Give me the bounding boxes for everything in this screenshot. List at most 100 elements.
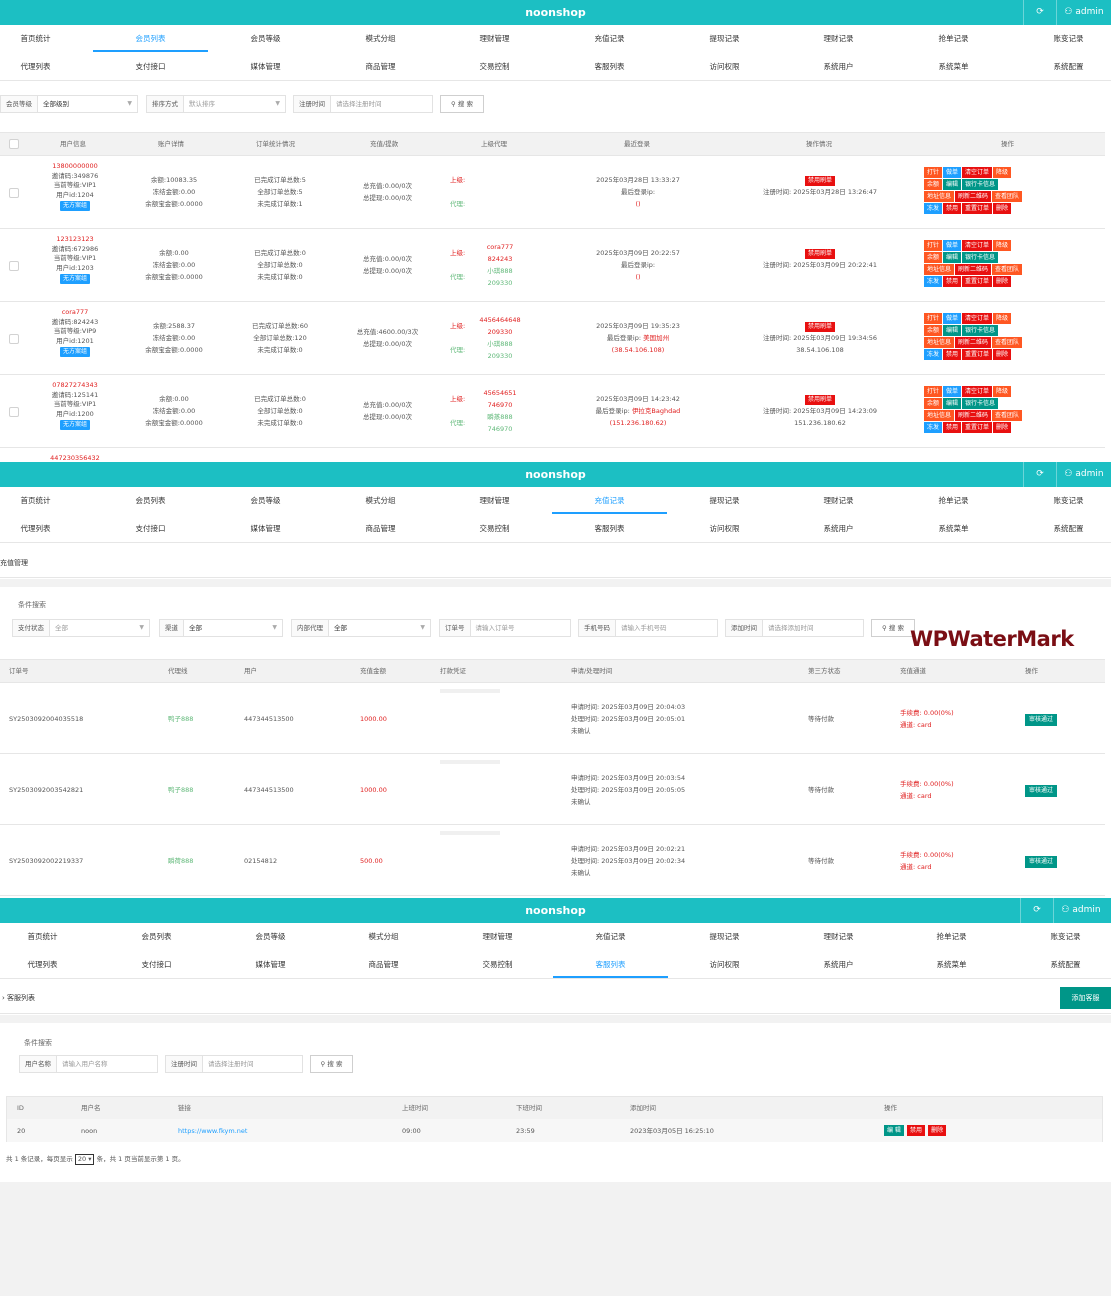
action-button[interactable]: 清空订单: [962, 240, 993, 251]
action-button[interactable]: 刷新二维码: [955, 410, 992, 421]
nav-item[interactable]: 交易控制: [479, 62, 510, 71]
nav-item-active[interactable]: 会员列表: [93, 25, 208, 53]
page-size-select[interactable]: 20 ▾: [74, 1154, 95, 1165]
admin-menu[interactable]: ⚇ admin: [1053, 898, 1108, 923]
nav-item[interactable]: 商品管理: [368, 960, 399, 969]
nav-item[interactable]: 提现记录: [709, 932, 740, 941]
disable-order-badge[interactable]: 禁用刷单: [804, 249, 835, 259]
refresh-icon[interactable]: ⟳: [1020, 898, 1053, 923]
search-button[interactable]: ⚲ 搜 索: [310, 1055, 353, 1073]
nav-item[interactable]: 媒体管理: [250, 524, 281, 533]
nav-item[interactable]: 会员等级: [250, 496, 281, 505]
row-checkbox[interactable]: [9, 261, 19, 271]
action-button[interactable]: 冻发: [924, 349, 943, 360]
nav-item[interactable]: 访问权限: [709, 62, 740, 71]
nav-item[interactable]: 会员列表: [141, 932, 172, 941]
proof-image[interactable]: [440, 760, 500, 764]
action-button[interactable]: 银行卡信息: [962, 398, 999, 409]
level-select[interactable]: 会员等级 全部级别 ▼: [0, 95, 138, 113]
nav-item[interactable]: 抢单记录: [938, 496, 969, 505]
select-all-checkbox[interactable]: [9, 139, 19, 149]
nav-item[interactable]: 交易控制: [482, 960, 513, 969]
action-button[interactable]: 重置订单: [962, 422, 993, 433]
nav-item-active[interactable]: 客服列表: [553, 951, 668, 979]
action-button[interactable]: 做单: [943, 313, 962, 324]
action-button[interactable]: 禁用: [943, 203, 962, 214]
action-button[interactable]: 做单: [943, 386, 962, 397]
action-button[interactable]: 清空订单: [962, 313, 993, 324]
nav-item[interactable]: 代理列表: [20, 62, 51, 71]
action-button[interactable]: 冻发: [924, 276, 943, 287]
action-button[interactable]: 刷新二维码: [955, 264, 992, 275]
nav-item[interactable]: 交易控制: [479, 524, 510, 533]
nav-item[interactable]: 充值记录: [595, 932, 626, 941]
nav-item[interactable]: 账变记录: [1053, 496, 1084, 505]
nav-item[interactable]: 代理列表: [27, 960, 58, 969]
action-button[interactable]: 删除: [993, 203, 1012, 214]
action-button[interactable]: 查看团队: [992, 191, 1023, 202]
nav-item[interactable]: 支付接口: [141, 960, 172, 969]
action-button[interactable]: 打针: [924, 386, 943, 397]
action-button[interactable]: 清空订单: [962, 167, 993, 178]
action-button[interactable]: 余额: [924, 325, 943, 336]
channel-select[interactable]: 渠道 全部 ▼: [159, 619, 283, 637]
nav-item[interactable]: 系统配置: [1050, 960, 1081, 969]
approve-button[interactable]: 审核通过: [1025, 714, 1058, 726]
agent-select[interactable]: 内部代理 全部 ▼: [291, 619, 431, 637]
order-input[interactable]: 订单号 请输入订单号: [439, 619, 571, 637]
action-button[interactable]: 查看团队: [992, 337, 1023, 348]
nav-item[interactable]: 账变记录: [1050, 932, 1081, 941]
nav-item[interactable]: 模式分组: [365, 34, 396, 43]
action-button[interactable]: 余额: [924, 398, 943, 409]
delete-button[interactable]: 删除: [928, 1125, 947, 1136]
nav-item[interactable]: 模式分组: [368, 932, 399, 941]
search-button[interactable]: ⚲ 搜 索: [440, 95, 484, 113]
action-button[interactable]: 降级: [993, 167, 1012, 178]
nav-item[interactable]: 代理列表: [20, 524, 51, 533]
nav-item[interactable]: 账变记录: [1053, 34, 1084, 43]
admin-menu[interactable]: ⚇ admin: [1056, 462, 1111, 487]
action-button[interactable]: 编辑: [943, 252, 962, 263]
nav-item[interactable]: 支付接口: [135, 62, 166, 71]
action-button[interactable]: 余额: [924, 179, 943, 190]
action-button[interactable]: 冻发: [924, 203, 943, 214]
disable-order-badge[interactable]: 禁用刷单: [804, 176, 835, 186]
pay-status-select[interactable]: 支付状态 全部 ▼: [12, 619, 150, 637]
action-button[interactable]: 刷新二维码: [955, 337, 992, 348]
nav-item[interactable]: 商品管理: [365, 524, 396, 533]
nav-item[interactable]: 首页统计: [20, 496, 51, 505]
nav-item[interactable]: 客服列表: [594, 524, 625, 533]
action-button[interactable]: 降级: [993, 386, 1012, 397]
action-button[interactable]: 禁用: [943, 422, 962, 433]
nav-item[interactable]: 客服列表: [594, 62, 625, 71]
service-link[interactable]: https://www.fkym.net: [178, 1127, 248, 1135]
reg-time-input[interactable]: 注册时间 请选择注册时间: [293, 95, 433, 113]
nav-item[interactable]: 媒体管理: [255, 960, 286, 969]
proof-image[interactable]: [440, 831, 500, 835]
nav-item[interactable]: 系统用户: [823, 960, 854, 969]
action-button[interactable]: 查看团队: [992, 410, 1023, 421]
nav-item[interactable]: 模式分组: [365, 496, 396, 505]
nav-item[interactable]: 访问权限: [709, 524, 740, 533]
nav-item[interactable]: 系统菜单: [938, 524, 969, 533]
action-button[interactable]: 删除: [993, 422, 1012, 433]
action-button[interactable]: 打针: [924, 167, 943, 178]
refresh-icon[interactable]: ⟳: [1023, 462, 1056, 487]
nav-item[interactable]: 会员等级: [255, 932, 286, 941]
nav-item-active[interactable]: 充值记录: [552, 487, 667, 515]
action-button[interactable]: 重置订单: [962, 276, 993, 287]
nav-item[interactable]: 提现记录: [709, 496, 740, 505]
row-checkbox[interactable]: [9, 407, 19, 417]
nav-item[interactable]: 理财记录: [823, 932, 854, 941]
nav-item[interactable]: 系统菜单: [938, 62, 969, 71]
disable-order-badge[interactable]: 禁用刷单: [804, 395, 835, 405]
phone-input[interactable]: 手机号码 请输入手机号码: [578, 619, 718, 637]
action-button[interactable]: 银行卡信息: [962, 179, 999, 190]
action-button[interactable]: 查看团队: [992, 264, 1023, 275]
action-button[interactable]: 银行卡信息: [962, 252, 999, 263]
nav-item[interactable]: 访问权限: [709, 960, 740, 969]
action-button[interactable]: 做单: [943, 167, 962, 178]
action-button[interactable]: 重置订单: [962, 203, 993, 214]
nav-item[interactable]: 系统菜单: [936, 960, 967, 969]
nav-item[interactable]: 抢单记录: [938, 34, 969, 43]
